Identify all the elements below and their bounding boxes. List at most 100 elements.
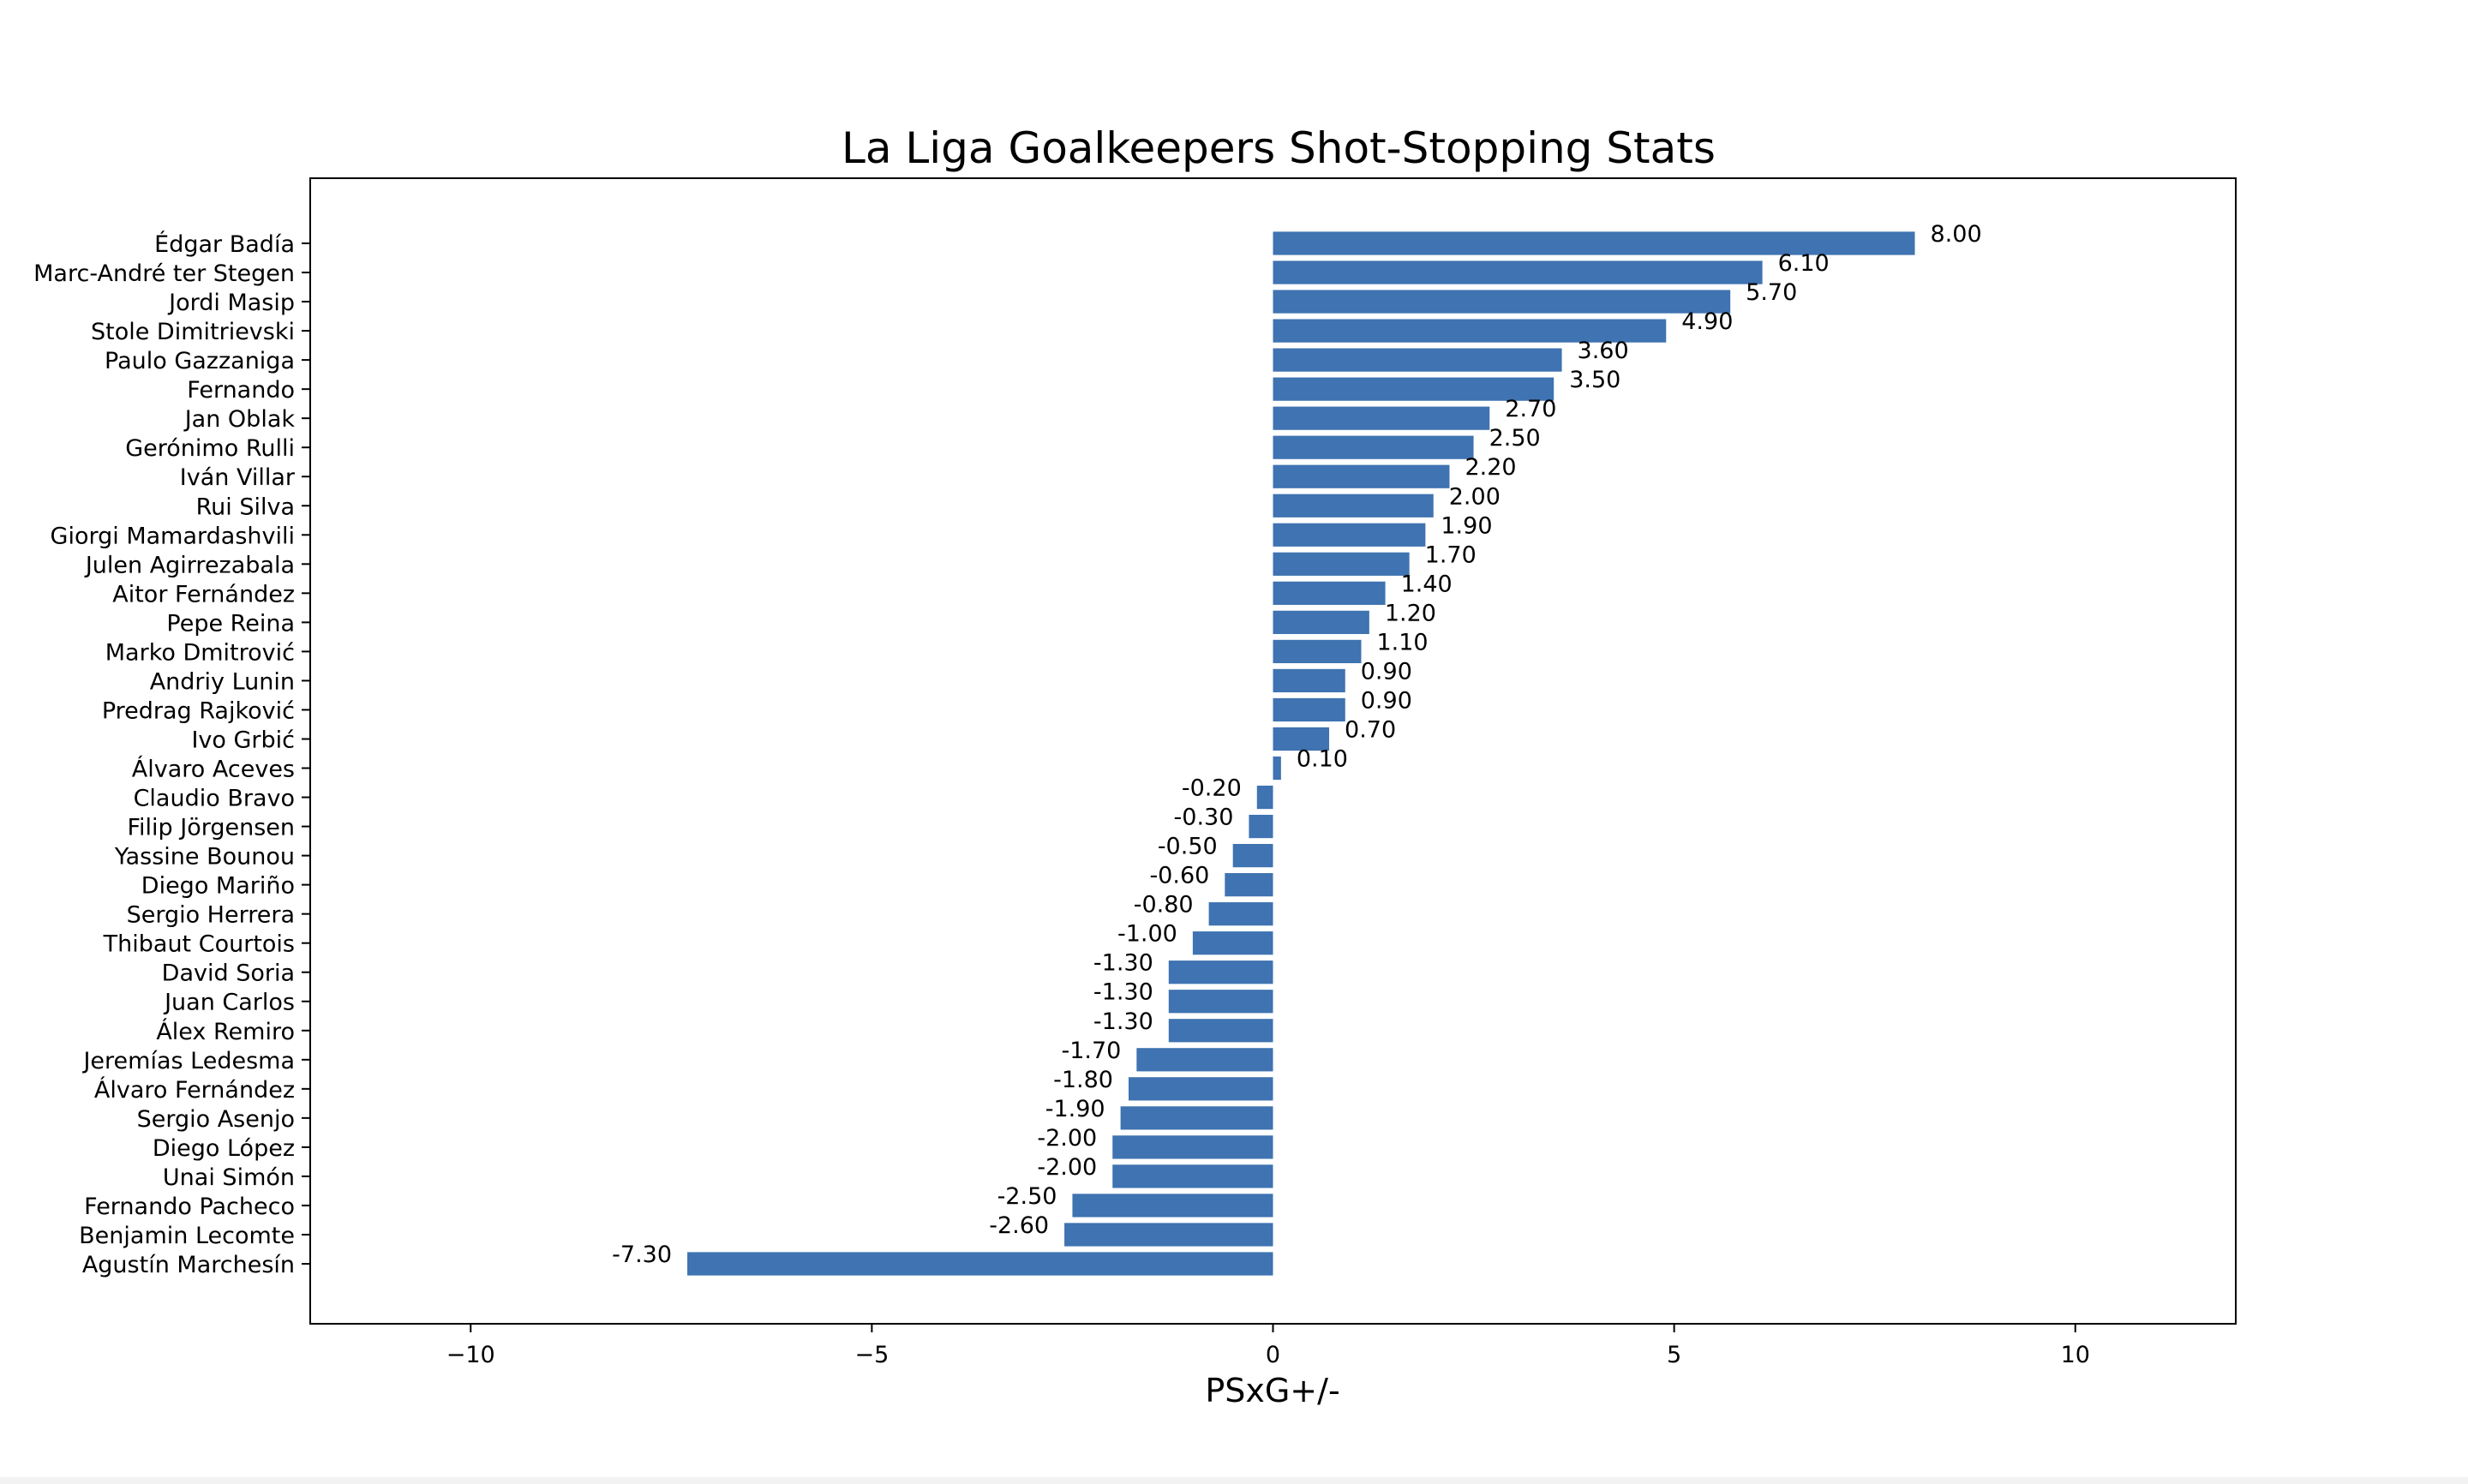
value-label: -0.50 <box>1158 834 1218 860</box>
value-label: 6.10 <box>1778 250 1830 277</box>
bars-group <box>687 231 1915 1276</box>
bar <box>1120 1106 1273 1130</box>
x-tick-label: 5 <box>1667 1342 1681 1368</box>
value-label: -1.00 <box>1117 921 1177 948</box>
value-label: -0.20 <box>1182 775 1242 802</box>
x-tick-label: 10 <box>2061 1342 2090 1368</box>
bar <box>1273 668 1345 693</box>
y-tick-label: Sergio Herrera <box>127 902 295 929</box>
bar <box>1232 843 1273 868</box>
value-label: -1.90 <box>1045 1096 1105 1122</box>
y-tick-label: Marko Dmitrović <box>105 639 295 666</box>
y-tick-label: Álvaro Aceves <box>132 756 295 783</box>
plot-frame <box>309 177 2237 1325</box>
value-label: -1.70 <box>1061 1038 1121 1064</box>
bar <box>1273 464 1450 488</box>
y-tick-label: Rui Silva <box>196 494 295 520</box>
y-tick-label: Andriy Lunin <box>150 668 295 695</box>
y-tick-label: Pepe Reina <box>166 610 295 637</box>
y-tick-label: Predrag Rajković <box>102 697 295 724</box>
value-label: 0.10 <box>1297 746 1348 773</box>
bar <box>1273 697 1345 722</box>
y-tick-label: Gerónimo Rulli <box>125 435 295 462</box>
value-label: -1.30 <box>1093 979 1153 1006</box>
bar <box>1072 1194 1273 1218</box>
value-label: -2.00 <box>1037 1125 1097 1152</box>
bar <box>1112 1164 1273 1188</box>
value-label: 1.20 <box>1385 600 1436 626</box>
bar <box>1273 377 1554 401</box>
y-tick-label: Julen Agirrezabala <box>84 552 295 578</box>
x-axis-label: PSxG+/- <box>1205 1372 1339 1409</box>
value-label: 1.90 <box>1441 512 1492 539</box>
x-tick-label: −5 <box>854 1342 889 1368</box>
y-tick-label: Jan Oblak <box>183 406 296 433</box>
value-label: 3.50 <box>1569 367 1620 393</box>
bar <box>1273 290 1731 314</box>
bar <box>1168 1019 1273 1043</box>
y-tick-label: Giorgi Mamardashvili <box>51 523 295 549</box>
bar <box>1273 406 1490 430</box>
bar <box>1273 260 1763 284</box>
y-tick-label: Marc-André ter Stegen <box>33 260 295 287</box>
y-tick-label: Agustín Marchesín <box>82 1252 295 1278</box>
y-tick-label: Claudio Bravo <box>134 786 295 812</box>
y-tick-label: Álvaro Fernández <box>94 1076 295 1104</box>
y-tick-label: Jeremías Ledesma <box>81 1048 295 1074</box>
value-label: 4.90 <box>1681 308 1733 335</box>
value-label: -0.30 <box>1174 805 1234 831</box>
bar <box>1112 1135 1273 1159</box>
value-label: 1.10 <box>1376 629 1428 655</box>
y-tick-label: Jordi Masip <box>167 290 295 316</box>
bar <box>1273 523 1426 547</box>
y-tick-label: Paulo Gazzaniga <box>105 348 295 374</box>
y-tick-label: Aitor Fernández <box>112 581 295 607</box>
x-axis: −10 −5 0 5 10 <box>446 1324 2090 1368</box>
value-label: 0.70 <box>1345 716 1396 743</box>
bar <box>1256 785 1273 810</box>
bar <box>1249 814 1273 839</box>
value-label: 8.00 <box>1931 221 1982 248</box>
value-label: 2.20 <box>1465 454 1516 481</box>
y-tick-label: Iván Villar <box>180 464 296 491</box>
bar <box>1273 231 1915 255</box>
value-label: -1.30 <box>1093 1008 1153 1035</box>
value-label: -0.60 <box>1149 863 1209 889</box>
y-tick-label: Juan Carlos <box>163 990 295 1016</box>
value-label: -0.80 <box>1134 892 1194 919</box>
value-label: 3.60 <box>1578 338 1629 364</box>
y-tick-label: Fernando <box>187 377 295 404</box>
value-label: -7.30 <box>612 1242 672 1268</box>
bar <box>1136 1048 1273 1072</box>
y-tick-label: Álex Remiro <box>156 1018 295 1045</box>
bar <box>1168 990 1273 1014</box>
value-label: -1.30 <box>1093 950 1153 977</box>
value-label: 1.40 <box>1401 571 1453 597</box>
value-label: -2.00 <box>1037 1154 1097 1181</box>
bar <box>1128 1077 1273 1101</box>
bar <box>687 1252 1273 1276</box>
bar <box>1273 348 1562 372</box>
value-label: 5.70 <box>1746 279 1797 306</box>
x-tick-label: −10 <box>446 1342 495 1368</box>
value-labels-group: 8.00 6.105.70 4.90 3.60 3.50 2.70 2.502.202.00… <box>612 221 1981 1268</box>
y-tick-label: Yassine Bounou <box>114 844 295 871</box>
bar <box>1273 494 1434 518</box>
bar <box>1168 960 1273 984</box>
bar <box>1208 902 1273 926</box>
y-tick-label: Sergio Asenjo <box>137 1106 295 1133</box>
y-tick-label: Thibaut Courtois <box>103 931 295 958</box>
value-label: 0.90 <box>1361 687 1412 714</box>
bar <box>1192 931 1273 955</box>
y-tick-label: David Soria <box>162 960 295 987</box>
value-label: 1.70 <box>1425 542 1477 568</box>
y-tick-label: Filip Jörgensen <box>127 815 295 841</box>
chart-title: La Liga Goalkeepers Shot-Stopping Stats <box>842 123 1716 173</box>
bar <box>1273 435 1474 459</box>
bar <box>1273 581 1386 605</box>
bar <box>1273 756 1281 781</box>
value-label: 0.90 <box>1361 658 1412 685</box>
bar <box>1064 1223 1273 1247</box>
